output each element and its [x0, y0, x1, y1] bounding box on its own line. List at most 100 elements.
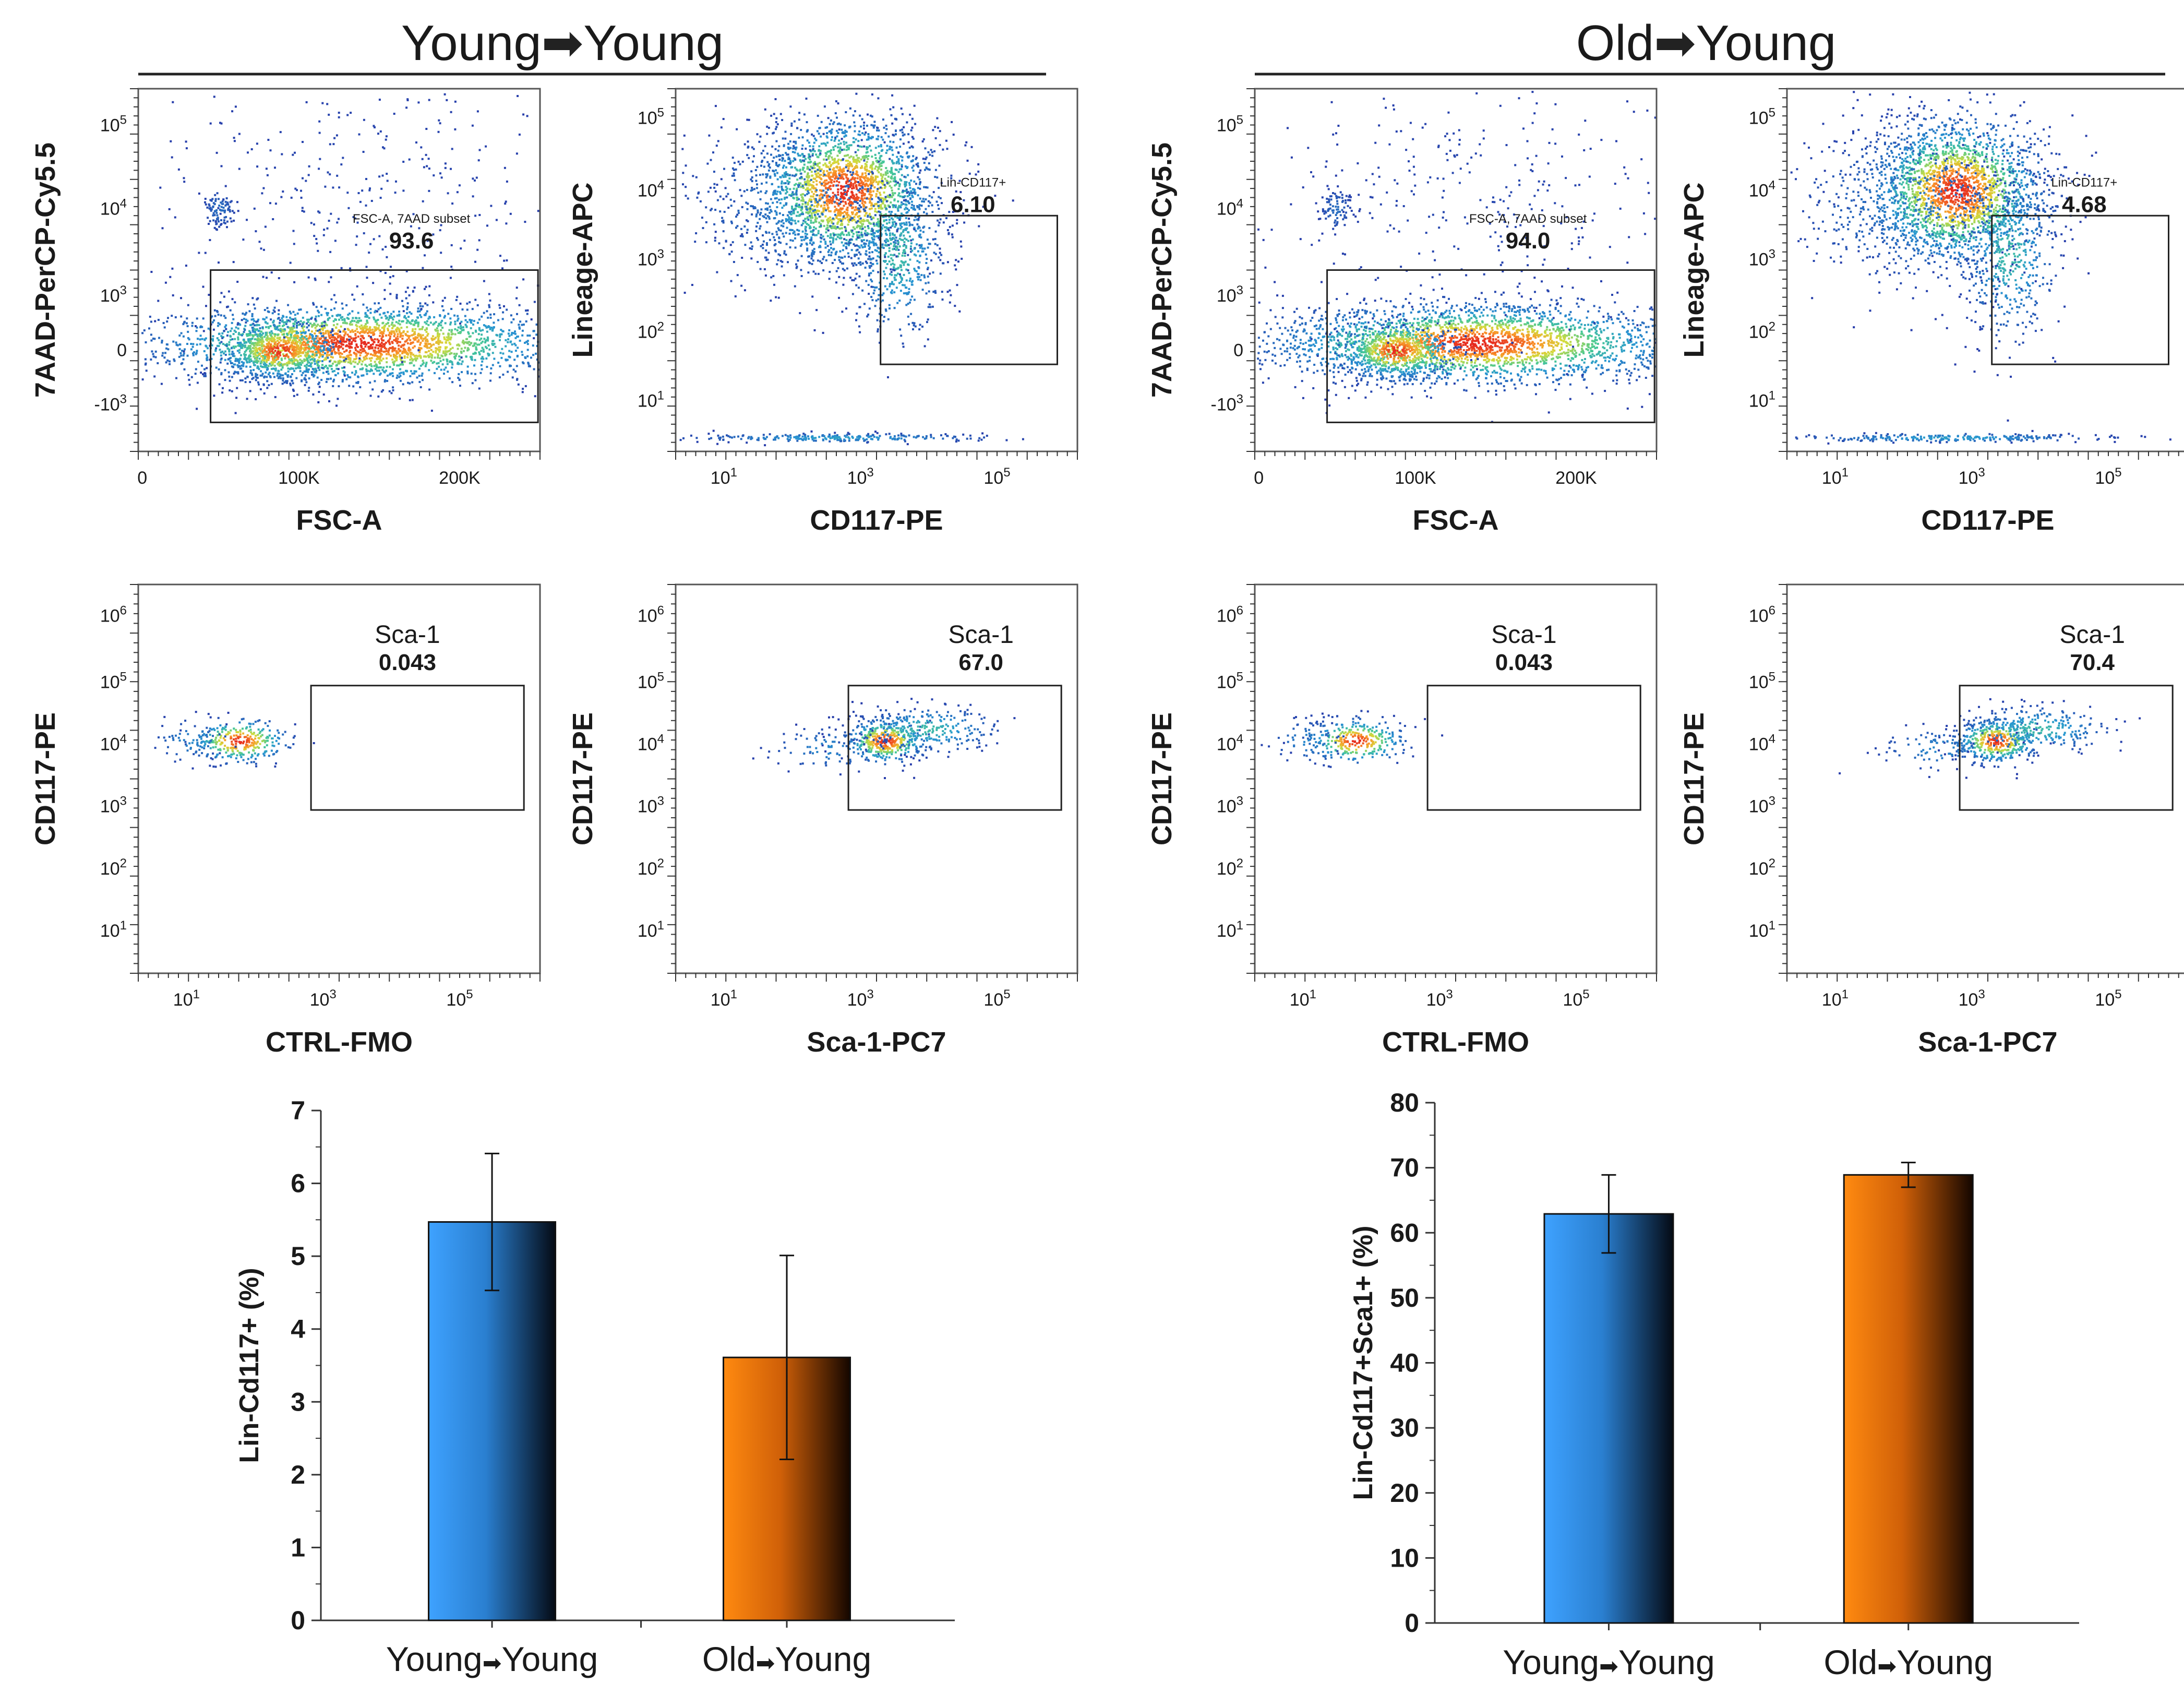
event-dot: [402, 372, 404, 374]
event-dot: [263, 384, 265, 386]
event-dot: [309, 359, 311, 361]
event-dot: [438, 377, 440, 379]
event-dot: [234, 364, 236, 366]
event-dot: [337, 323, 339, 325]
event-dot: [222, 387, 224, 389]
event-dot: [449, 350, 451, 352]
event-dot: [293, 281, 295, 283]
event-dot: [501, 348, 503, 350]
event-dot: [255, 398, 257, 400]
event-dot: [467, 366, 469, 368]
event-dot: [228, 371, 230, 373]
event-dot: [375, 368, 377, 370]
event-dot: [304, 336, 306, 338]
event-dot: [386, 361, 388, 363]
event-dot: [251, 313, 254, 315]
event-dot: [281, 320, 283, 323]
event-dot: [385, 342, 387, 344]
event-dot: [277, 375, 279, 377]
event-dot: [373, 316, 375, 318]
event-dot: [196, 350, 198, 352]
event-dot: [406, 312, 408, 314]
event-dot: [272, 352, 274, 354]
event-dot: [293, 337, 295, 339]
event-dot: [338, 350, 340, 352]
event-dot: [486, 366, 488, 368]
event-dot: [229, 341, 231, 343]
event-dot: [429, 353, 431, 355]
event-dot: [357, 346, 359, 348]
event-dot: [457, 318, 459, 320]
event-dot: [469, 301, 471, 303]
event-dot: [443, 338, 446, 340]
event-dot: [260, 330, 262, 332]
event-dot: [389, 390, 391, 392]
event-dot: [502, 353, 504, 355]
event-dot: [426, 320, 428, 323]
event-dot: [153, 375, 155, 377]
event-dot: [309, 335, 311, 337]
event-dot: [290, 376, 292, 378]
event-dot: [335, 404, 338, 407]
event-dot: [270, 325, 272, 327]
event-dot: [301, 339, 303, 341]
event-dot: [399, 331, 401, 333]
event-dot: [482, 329, 484, 331]
event-dot: [440, 369, 442, 371]
event-dot: [471, 373, 473, 375]
event-dot: [399, 341, 401, 343]
event-dot: [245, 321, 247, 324]
event-dot: [530, 356, 532, 359]
event-dot: [150, 340, 152, 342]
event-dot: [334, 351, 336, 353]
group-heading-young-young: Young➡Young: [138, 15, 1046, 74]
event-dot: [306, 369, 308, 371]
event-dot: [255, 328, 257, 330]
event-dot: [341, 337, 343, 339]
event-dot: [327, 318, 329, 320]
event-dot: [391, 359, 393, 361]
event-dot: [510, 321, 512, 324]
event-dot: [201, 326, 203, 328]
event-dot: [450, 352, 452, 354]
event-dot: [239, 379, 242, 381]
event-dot: [384, 347, 386, 349]
event-dot: [245, 381, 247, 383]
event-dot: [249, 334, 251, 336]
event-dot: [235, 331, 237, 333]
event-dot: [335, 374, 337, 376]
event-dot: [299, 355, 302, 357]
event-dot: [282, 383, 284, 385]
event-dot: [458, 344, 460, 347]
event-dot: [267, 311, 269, 313]
group-title-from: Young: [401, 15, 542, 71]
event-dot: [451, 363, 453, 365]
event-dot: [430, 360, 432, 362]
event-dot: [391, 392, 393, 394]
event-dot: [465, 355, 467, 357]
event-dot: [508, 329, 510, 331]
event-dot: [406, 306, 409, 308]
event-dot: [521, 324, 523, 326]
event-dot: [327, 314, 329, 316]
event-dot: [367, 342, 369, 344]
event-dot: [351, 341, 353, 343]
event-dot: [393, 354, 395, 356]
event-dot: [315, 318, 317, 320]
event-dot: [278, 317, 280, 319]
event-dot: [190, 343, 192, 345]
event-dot: [388, 353, 390, 355]
event-dot: [426, 335, 428, 337]
event-dot: [377, 341, 379, 343]
event-dot: [338, 352, 340, 354]
event-dot: [365, 352, 367, 354]
event-dot: [519, 320, 521, 323]
event-dot: [271, 332, 273, 335]
event-dot: [332, 346, 334, 348]
event-dot: [320, 345, 322, 348]
event-dot: [263, 376, 265, 378]
event-dot: [420, 365, 422, 367]
event-dot: [338, 385, 340, 387]
event-dot: [436, 368, 438, 370]
event-dot: [282, 363, 284, 365]
